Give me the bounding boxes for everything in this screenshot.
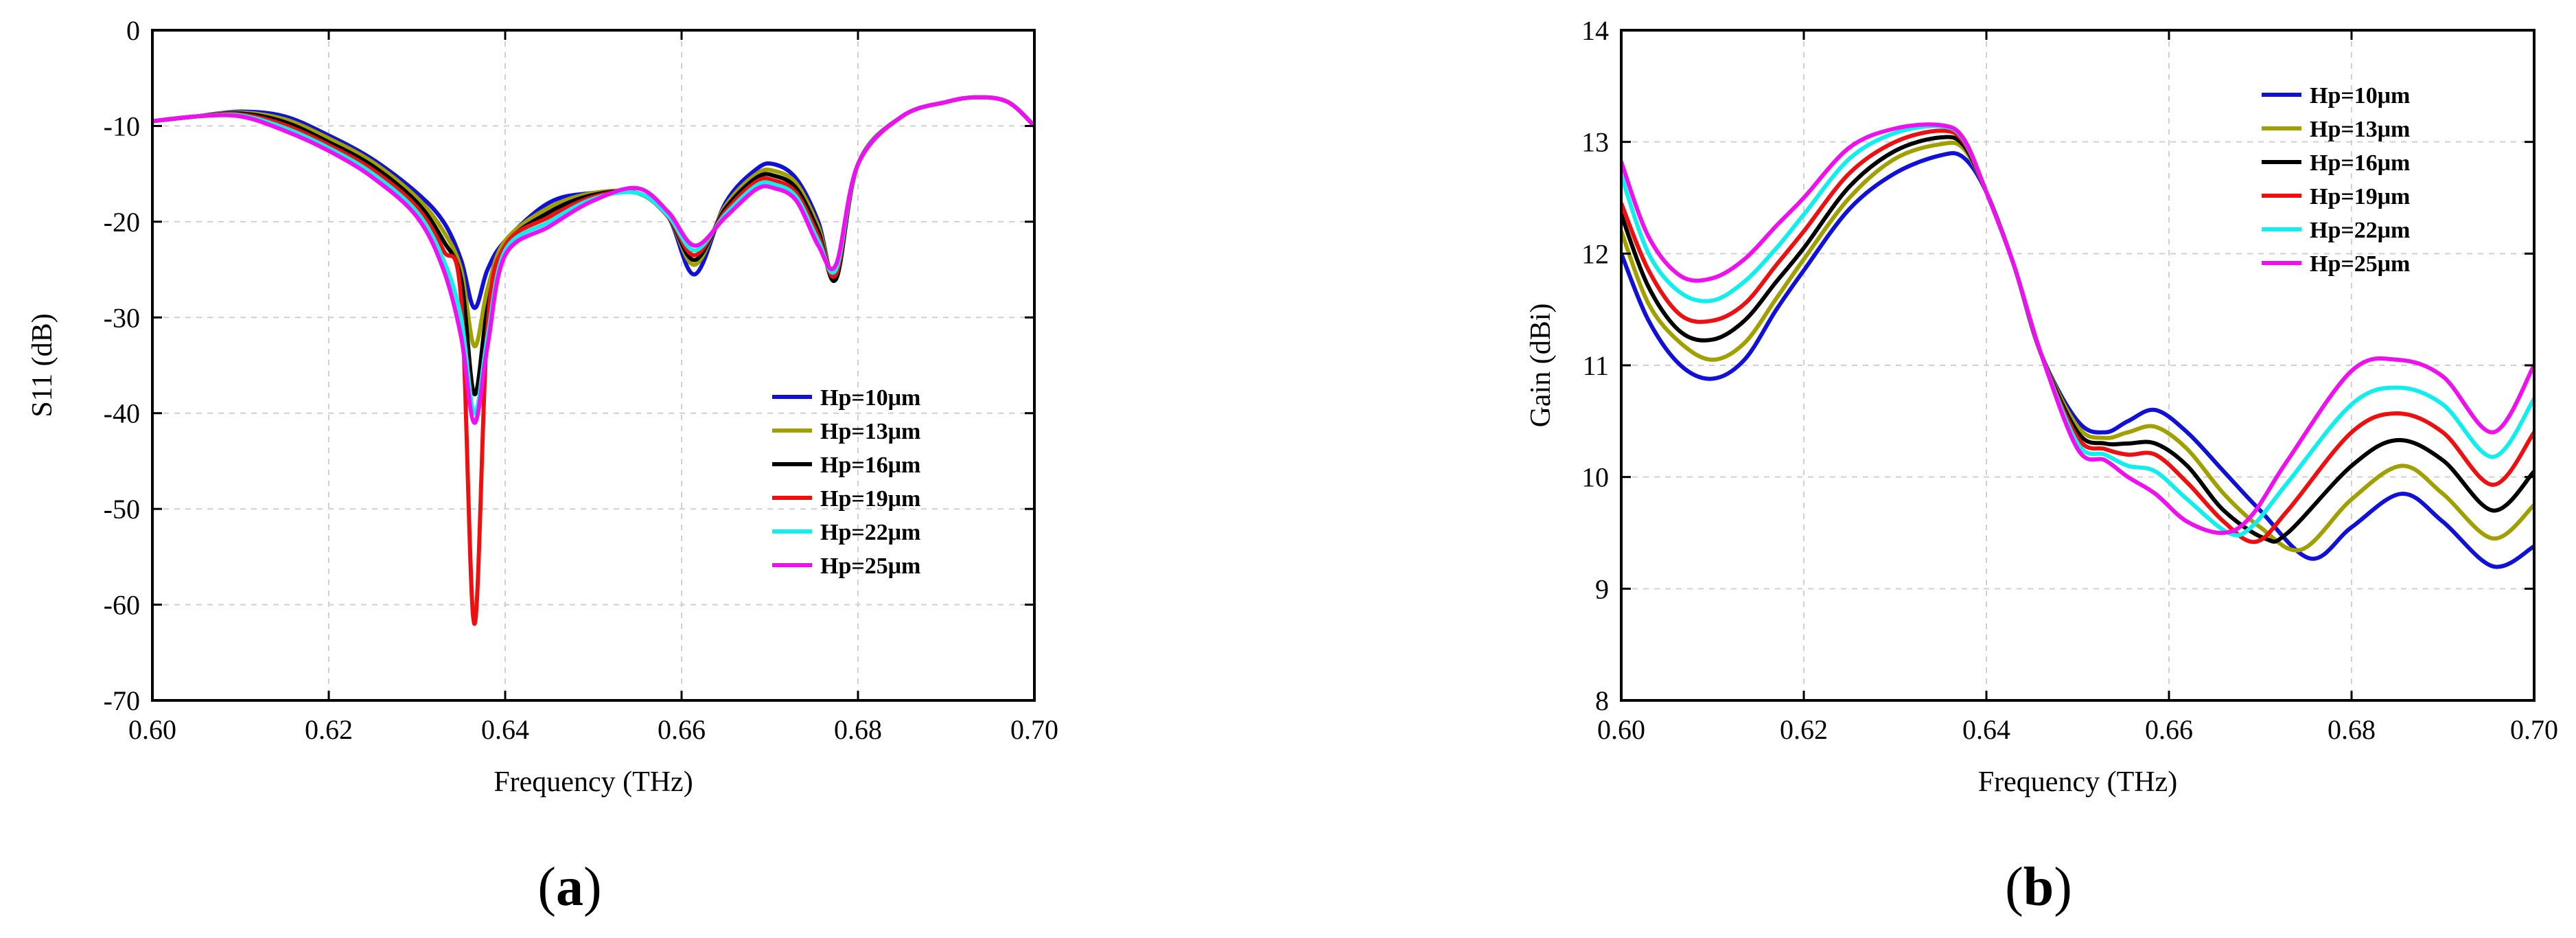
chart-a-x-tick-label: 0.68 <box>834 714 882 745</box>
chart-panel-a: 0.60 0.62 0.64 0.66 0.68 0.70 0 -10 -20 -30 -40 -50… <box>27 15 1058 798</box>
chart-a-legend-label: Hp=13μm <box>820 419 920 444</box>
panel-label-a: (a) <box>537 857 601 917</box>
chart-a-x-tick-label: 0.64 <box>481 714 529 745</box>
chart-a-x-tick-label: 0.62 <box>305 714 353 745</box>
chart-b-legend-label: Hp=22μm <box>2310 218 2410 243</box>
chart-b-y-tick-label: 14 <box>1581 15 1609 46</box>
chart-a-y-tick-label: -10 <box>104 111 140 141</box>
chart-a-y-tick-label: -40 <box>104 398 140 429</box>
chart-b-y-axis-title: Gain (dBi) <box>1525 304 1557 428</box>
chart-b-y-tick-label: 9 <box>1595 573 1609 604</box>
chart-a-y-tick-label: -30 <box>104 302 140 333</box>
chart-a-legend-label: Hp=16μm <box>820 453 920 478</box>
chart-a-series-group <box>152 95 1034 626</box>
chart-a-y-tick-label: -20 <box>104 207 140 238</box>
chart-a-x-axis-title: Frequency (THz) <box>494 766 693 798</box>
chart-a-legend: Hp=10μm Hp=13μm Hp=16μm Hp=19μm Hp=22μm Hp=25… <box>772 385 920 579</box>
chart-b-x-tick-label: 0.68 <box>2328 714 2376 745</box>
chart-b-x-tick-label: 0.60 <box>1597 714 1645 745</box>
chart-a-x-tick-label: 0.66 <box>658 714 706 745</box>
chart-b-series-group <box>1621 122 2534 569</box>
chart-a-legend-label: Hp=25μm <box>820 553 920 579</box>
chart-b-x-axis-title: Frequency (THz) <box>1978 766 2177 798</box>
chart-b-legend-label: Hp=10μm <box>2310 83 2410 108</box>
chart-b-x-tick-label: 0.66 <box>2145 714 2193 745</box>
chart-b-y-tick-label: 12 <box>1581 238 1609 269</box>
chart-a-y-tick-label: -70 <box>104 685 140 716</box>
chart-a-x-tick-label: 0.70 <box>1010 714 1058 745</box>
chart-b-x-tick-label: 0.64 <box>1962 714 2010 745</box>
chart-b-legend: Hp=10μm Hp=13μm Hp=16μm Hp=19μm Hp=22μm Hp=25… <box>2262 83 2410 277</box>
chart-a-series-line-6 <box>152 95 1034 425</box>
chart-a-legend-label: Hp=10μm <box>820 385 920 411</box>
chart-b-x-tick-label: 0.62 <box>1780 714 1828 745</box>
chart-a-y-axis-title: S11 (dB) <box>27 313 58 417</box>
chart-b-y-tick-label: 13 <box>1581 127 1609 158</box>
chart-b-legend-label: Hp=25μm <box>2310 251 2410 277</box>
chart-b-y-tick-label: 10 <box>1581 462 1609 493</box>
chart-a-series-line-5 <box>152 95 1034 415</box>
chart-a-legend-label: Hp=22μm <box>820 520 920 545</box>
chart-b-y-tick-label: 11 <box>1582 350 1609 381</box>
chart-b-legend-label: Hp=16μm <box>2310 150 2410 176</box>
chart-a-y-tick-label: 0 <box>126 15 140 46</box>
panel-label-b: (b) <box>2005 857 2072 917</box>
chart-panel-b: 0.60 0.62 0.64 0.66 0.68 0.70 8 9 10 11 12 13 14 Freq… <box>1525 15 2558 798</box>
chart-a-y-tick-label: -60 <box>104 590 140 621</box>
chart-b-x-tick-label: 0.70 <box>2510 714 2558 745</box>
chart-a-y-tick-label: -50 <box>104 494 140 525</box>
chart-b-legend-label: Hp=13μm <box>2310 117 2410 142</box>
chart-a-legend-label: Hp=19μm <box>820 486 920 512</box>
chart-a-series-line-3 <box>152 95 1034 396</box>
chart-b-series-line-6 <box>1621 122 2534 536</box>
chart-a-axis-frame <box>151 29 1036 702</box>
chart-b-legend-label: Hp=19μm <box>2310 184 2410 209</box>
chart-b-y-tick-label: 8 <box>1595 685 1609 716</box>
chart-a-x-tick-label: 0.60 <box>128 714 176 745</box>
